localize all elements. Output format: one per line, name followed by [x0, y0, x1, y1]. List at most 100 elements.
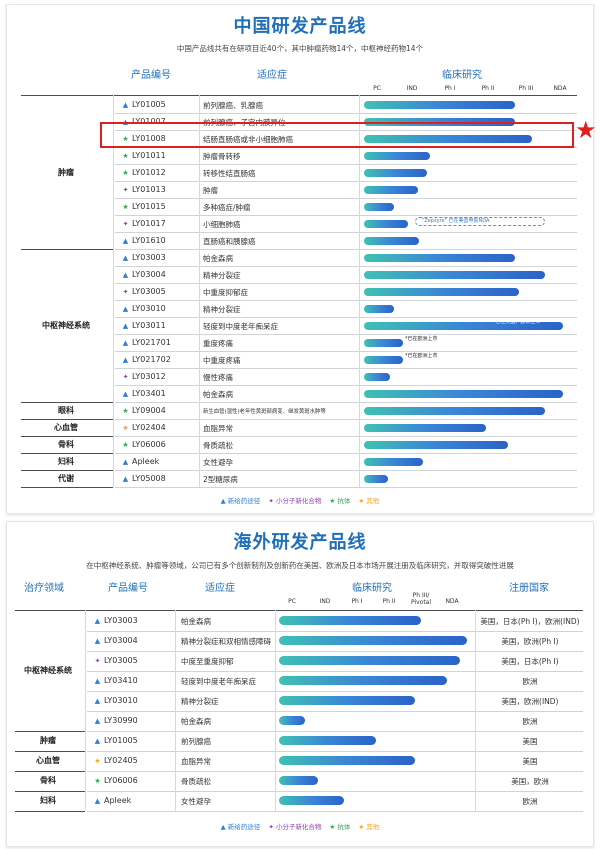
star-marker-icon: ★ [94, 757, 101, 765]
header-rule [21, 95, 577, 96]
indication: 中重度疼痛 [203, 356, 241, 365]
product-code: ▲ LY03401 [121, 389, 166, 398]
red-star-icon: ★ [575, 116, 597, 144]
pipeline-bar [364, 475, 388, 483]
product-code-text: Apleek [132, 457, 160, 466]
product-code: ✦ LY03012 [121, 372, 166, 381]
row-rule [115, 232, 577, 233]
pipeline-bar [364, 169, 427, 177]
highlight-box [100, 122, 574, 148]
pipeline-bar [364, 237, 420, 245]
product-code: ✦ LY03005 [93, 656, 138, 665]
row-rule [115, 334, 577, 335]
registration-country: 美国 [522, 737, 538, 746]
pipeline-bar [279, 756, 415, 765]
product-code-text: LY03010 [104, 696, 138, 705]
product-code-text: LY03005 [104, 656, 138, 665]
legend-other: ★ 其他 [358, 823, 380, 831]
row-rule [87, 691, 583, 692]
star-marker-icon: ✦ [122, 373, 129, 381]
area-label: 妇科 [58, 456, 74, 466]
col-divider [113, 95, 114, 487]
area-rule [21, 436, 113, 437]
triangle-marker-icon: ▲ [94, 697, 101, 705]
area-rule [21, 419, 113, 420]
us-eu-note: *已在美国、欧洲上市 [493, 319, 541, 325]
product-code: ▲ LY03410 [93, 676, 138, 685]
pipeline-bar [279, 736, 376, 745]
star-marker-icon: ★ [122, 135, 129, 143]
row-rule [115, 351, 577, 352]
star-marker-icon: ✦ [122, 220, 129, 228]
product-code: ▲ LY03004 [121, 270, 166, 279]
product-code: ✦ LY01017 [121, 219, 166, 228]
pipeline-bar [364, 305, 394, 313]
product-code: ▲ LY021701 [121, 338, 171, 347]
row-rule [115, 436, 577, 437]
pipeline-bar [364, 390, 564, 398]
product-code: ▲ LY03011 [121, 321, 166, 330]
area-rule [21, 487, 113, 488]
area-label: 代谢 [58, 473, 74, 483]
product-code-text: LY06006 [104, 776, 138, 785]
star-marker-icon: ★ [94, 777, 101, 785]
col-divider [175, 610, 176, 811]
stage-label: NDA [445, 598, 459, 605]
area-label: 妇科 [40, 796, 56, 805]
product-code: ▲ LY30990 [93, 716, 138, 725]
product-code: ▲ LY03010 [121, 304, 166, 313]
row-rule [115, 249, 577, 250]
product-code: ✦ LY01013 [121, 185, 166, 194]
pipeline-bar [279, 656, 461, 665]
row-rule [87, 671, 583, 672]
product-code-text: LY06006 [132, 440, 166, 449]
stage-label: IND [319, 598, 331, 605]
area-label: 心血管 [36, 756, 60, 765]
indication: 直肠癌和胰腺癌 [203, 237, 256, 246]
star-marker-icon: ★ [122, 407, 129, 415]
product-code-text: LY021701 [132, 338, 171, 347]
pipeline-bar [364, 101, 516, 109]
pipeline-bar [364, 203, 394, 211]
indication: 女性避孕 [181, 797, 211, 806]
pipeline-bar [279, 796, 344, 805]
indication: 帕金森病 [181, 617, 211, 626]
product-code-text: LY01013 [132, 185, 166, 194]
indication: 小细胞肺癌 [203, 220, 241, 229]
product-code-text: LY01011 [132, 151, 166, 160]
product-code: ▲ LY03004 [93, 636, 138, 645]
area-label: 心血管 [54, 422, 78, 432]
product-code-text: LY01015 [132, 202, 166, 211]
stage-label: PC [288, 598, 296, 605]
row-rule [115, 113, 577, 114]
pipeline-bar [279, 776, 318, 785]
product-code-text: LY03003 [132, 253, 166, 262]
registration-country: 欧洲 [522, 717, 538, 726]
row-rule [87, 731, 583, 732]
product-code: ▲ Apleek [121, 457, 159, 466]
pipeline-bar [364, 135, 532, 143]
pipeline-bar [279, 636, 467, 645]
indication: 血脂异常 [181, 757, 211, 766]
triangle-marker-icon: ▲ [122, 390, 129, 398]
indication: 重度疼痛 [203, 339, 233, 348]
indication: 新生血管(湿性)老年性黄斑部病变、继发黄斑水肿等 [203, 409, 326, 415]
product-code-text: LY05008 [132, 474, 166, 483]
row-rule [115, 283, 577, 284]
legend-small-molecule: ✦ 小分子新化合物 [268, 497, 322, 505]
product-code-text: LY03410 [104, 676, 138, 685]
registration-country: 美国，欧洲 [511, 777, 549, 786]
product-code: ★ LY01012 [121, 168, 165, 177]
product-code-text: LY03401 [132, 389, 166, 398]
product-code: ▲ LY021702 [121, 355, 171, 364]
area-label: 骨科 [40, 776, 56, 785]
area-rule [15, 771, 85, 772]
china-pipeline-card: 中国研发产品线 中国产品线共有在研项目近40个，其中肿瘤药物14个，中枢神经药物… [6, 4, 594, 514]
row-rule [87, 811, 583, 812]
indication: 骨质疏松 [203, 441, 233, 450]
area-rule [21, 402, 113, 403]
product-code-text: LY03010 [132, 304, 166, 313]
pipeline-bar [364, 373, 390, 381]
indication: 精神分裂症和双相情感障碍 [181, 637, 271, 646]
stage-label: Ph II [481, 85, 495, 92]
